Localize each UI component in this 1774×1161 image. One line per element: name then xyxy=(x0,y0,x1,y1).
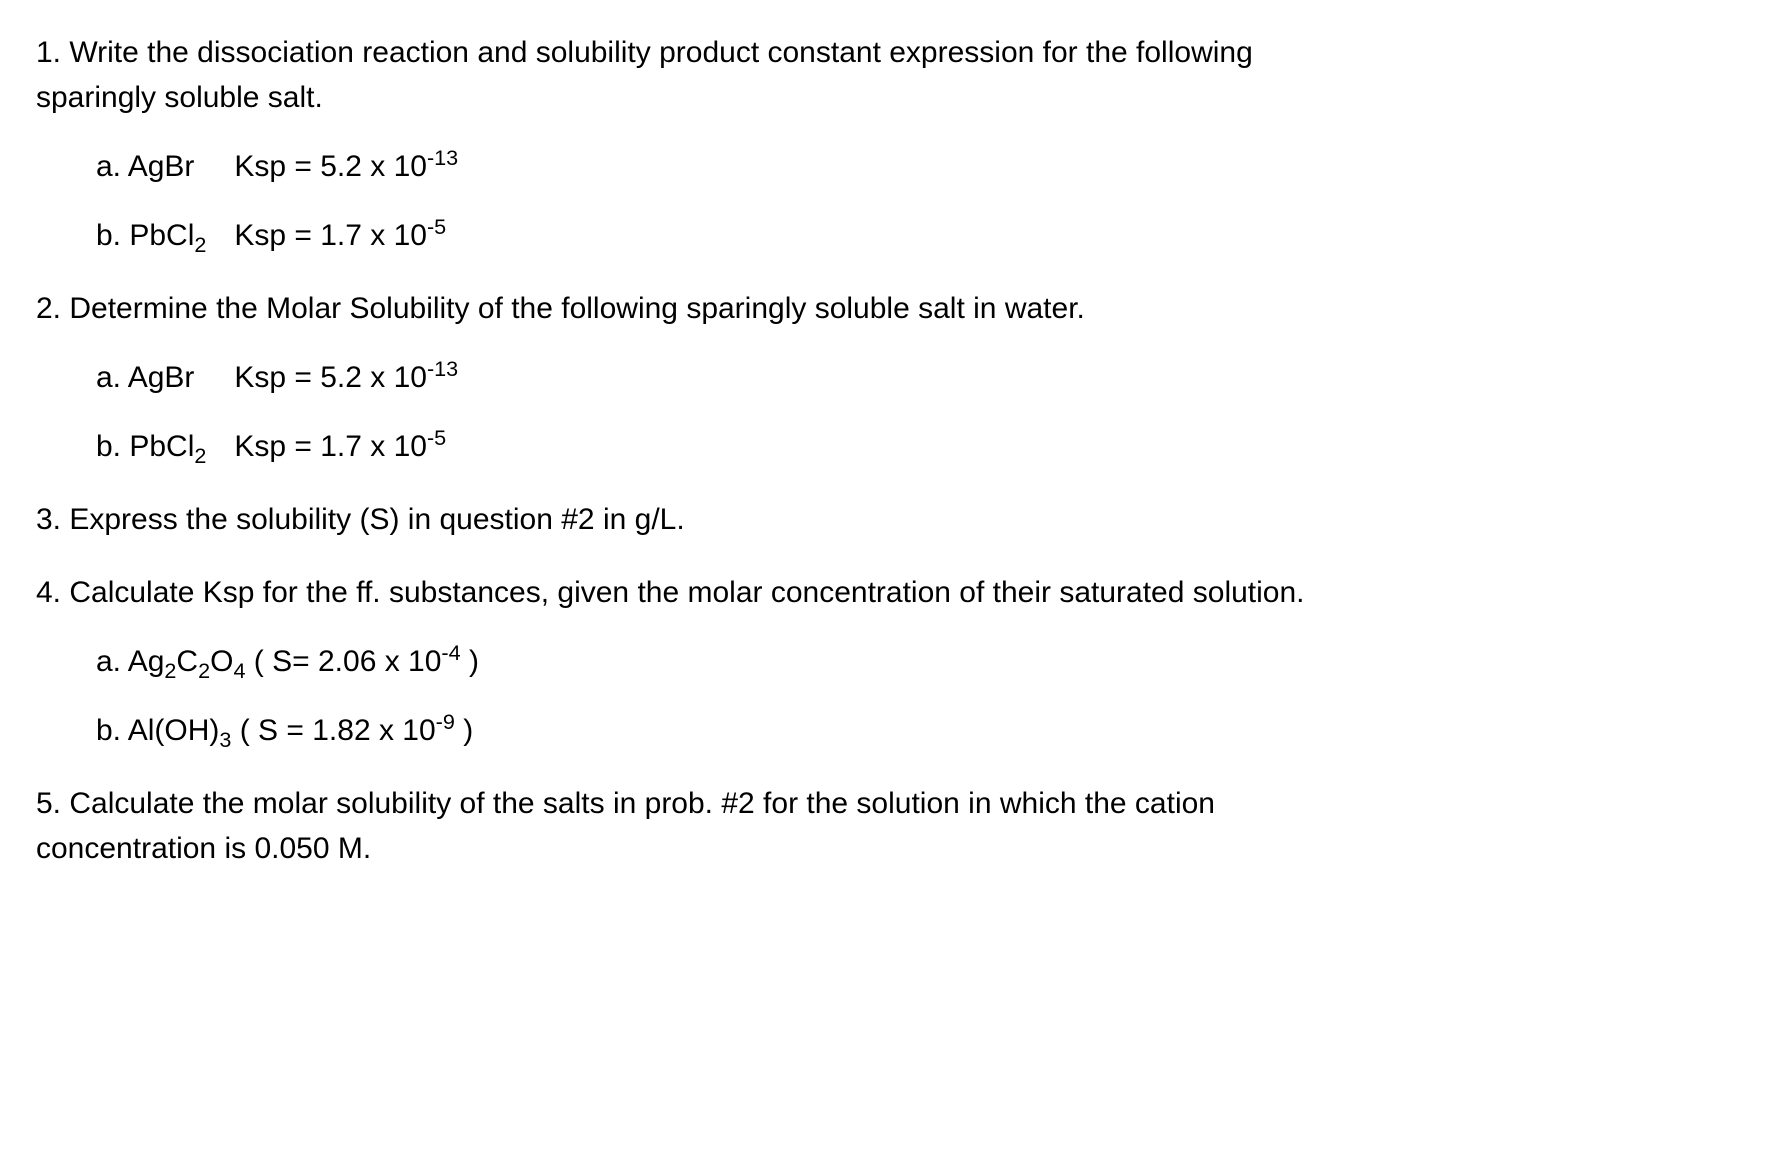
q2-b-ksp: Ksp = 1.7 x 10-5 xyxy=(234,424,446,469)
q1-item-a: a. AgBr Ksp = 5.2 x 10-13 xyxy=(96,144,1738,189)
q1-line1: 1. Write the dissociation reaction and s… xyxy=(36,30,1738,75)
q1-a-ksp: Ksp = 5.2 x 10-13 xyxy=(234,144,458,189)
q1-b-label: b. PbCl2 xyxy=(96,213,226,258)
q5-line2: concentration is 0.050 M. xyxy=(36,826,1738,871)
q2-a-label: a. AgBr xyxy=(96,355,226,400)
question-1: 1. Write the dissociation reaction and s… xyxy=(36,30,1738,258)
q1-line2: sparingly soluble salt. xyxy=(36,75,1738,120)
q3-text: 3. Express the solubility (S) in questio… xyxy=(36,497,1738,542)
q2-b-label: b. PbCl2 xyxy=(96,424,226,469)
question-2: 2. Determine the Molar Solubility of the… xyxy=(36,286,1738,469)
q1-b-ksp: Ksp = 1.7 x 10-5 xyxy=(234,213,446,258)
q1-item-b: b. PbCl2 Ksp = 1.7 x 10-5 xyxy=(96,213,1738,258)
q4-item-a: a. Ag2C2O4 ( S= 2.06 x 10-4 ) xyxy=(96,639,1738,684)
q1-a-label: a. AgBr xyxy=(96,144,226,189)
question-3: 3. Express the solubility (S) in questio… xyxy=(36,497,1738,542)
q4-a-label: a. Ag2C2O4 ( S= 2.06 x 10-4 ) xyxy=(96,645,479,678)
q5-line1: 5. Calculate the molar solubility of the… xyxy=(36,781,1738,826)
q4-text: 4. Calculate Ksp for the ff. substances,… xyxy=(36,570,1738,615)
q4-b-label: b. Al(OH)3 ( S = 1.82 x 10-9 ) xyxy=(96,714,473,747)
q2-item-b: b. PbCl2 Ksp = 1.7 x 10-5 xyxy=(96,424,1738,469)
question-5: 5. Calculate the molar solubility of the… xyxy=(36,781,1738,871)
q2-text: 2. Determine the Molar Solubility of the… xyxy=(36,286,1738,331)
q4-item-b: b. Al(OH)3 ( S = 1.82 x 10-9 ) xyxy=(96,708,1738,753)
question-4: 4. Calculate Ksp for the ff. substances,… xyxy=(36,570,1738,753)
q2-item-a: a. AgBr Ksp = 5.2 x 10-13 xyxy=(96,355,1738,400)
q2-a-ksp: Ksp = 5.2 x 10-13 xyxy=(234,355,458,400)
